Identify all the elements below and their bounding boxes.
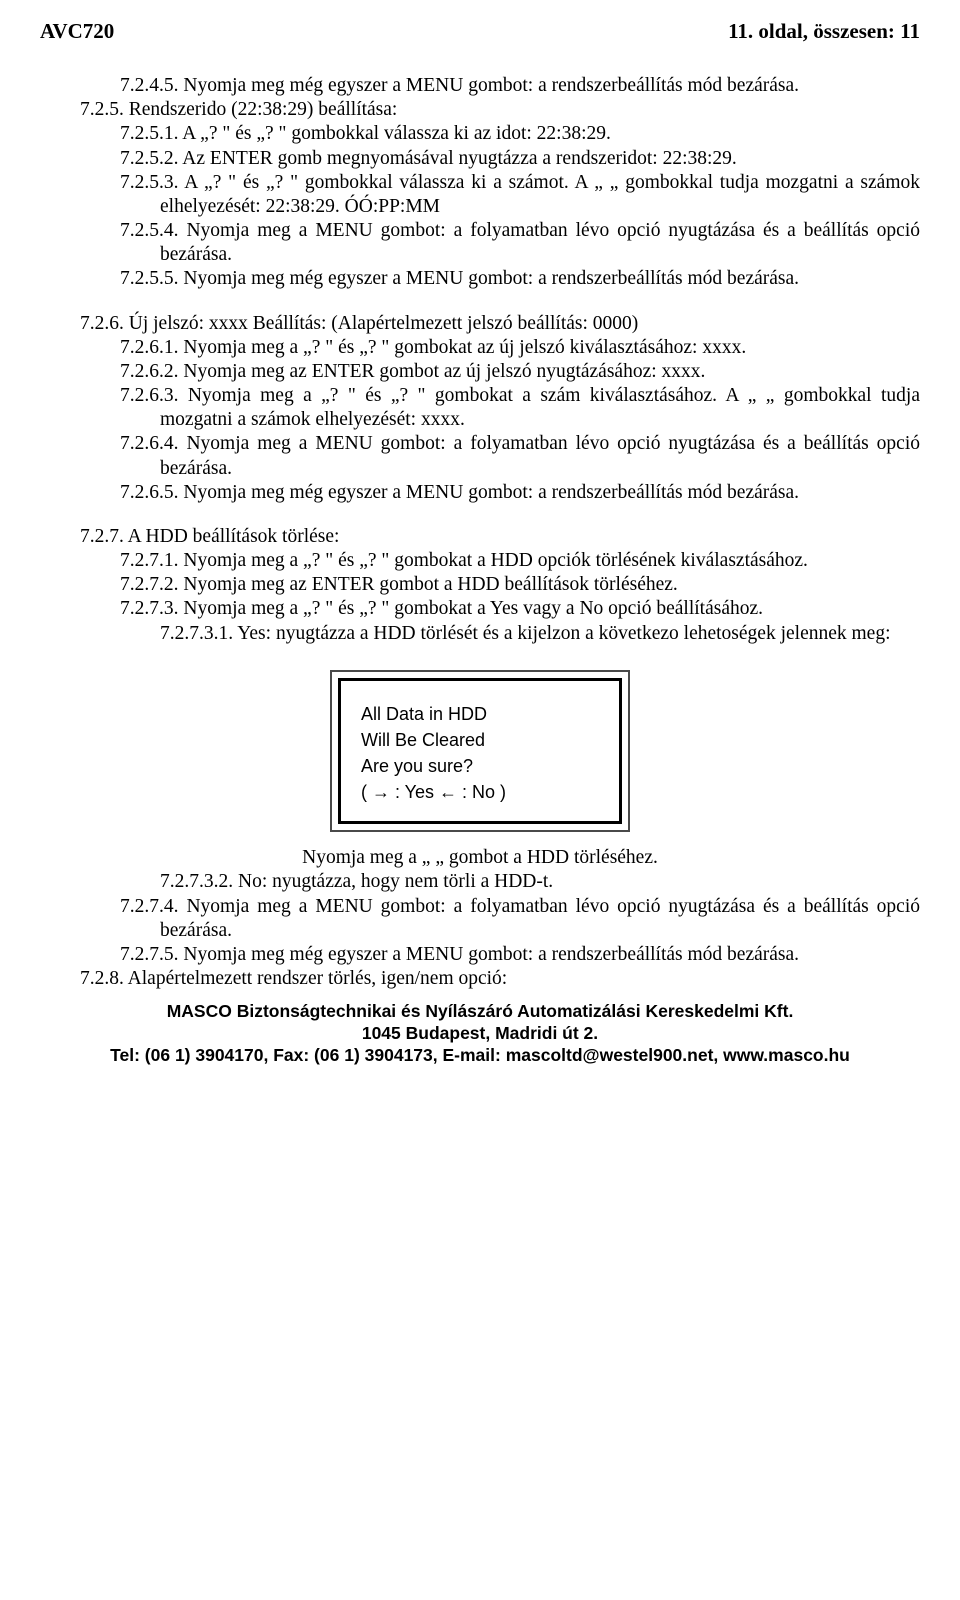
para-7263: 7.2.6.3. Nyomja meg a „? " és „? " gombo… xyxy=(40,384,920,432)
para-7254: 7.2.5.4. Nyomja meg a MENU gombot: a fol… xyxy=(40,219,920,267)
dialog-line-1: All Data in HDD xyxy=(361,701,607,727)
document-body: 7.2.4.5. Nyomja meg még egyszer a MENU g… xyxy=(40,74,920,991)
dialog-line-2: Will Be Cleared xyxy=(361,727,607,753)
para-725: 7.2.5. Rendszerido (22:38:29) beállítása… xyxy=(40,98,920,122)
para-728: 7.2.8. Alapértelmezett rendszer törlés, … xyxy=(40,967,920,991)
page-header: AVC720 11. oldal, összesen: 11 xyxy=(40,18,920,44)
para-72732: 7.2.7.3.2. No: nyugtázza, hogy nem törli… xyxy=(40,870,920,894)
para-7265: 7.2.6.5. Nyomja meg még egyszer a MENU g… xyxy=(40,481,920,505)
para-7253: 7.2.5.3. A „? " és „? " gombokkal válass… xyxy=(40,171,920,219)
para-72731: 7.2.7.3.1. Yes: nyugtázza a HDD törlését… xyxy=(40,622,920,646)
para-7274: 7.2.7.4. Nyomja meg a MENU gombot: a fol… xyxy=(40,895,920,943)
footer-line-1: MASCO Biztonságtechnikai és Nyílászáró A… xyxy=(40,1001,920,1023)
para-7272: 7.2.7.2. Nyomja meg az ENTER gombot a HD… xyxy=(40,573,920,597)
para-7271: 7.2.7.1. Nyomja meg a „? " és „? " gombo… xyxy=(40,549,920,573)
para-7261: 7.2.6.1. Nyomja meg a „? " és „? " gombo… xyxy=(40,336,920,360)
para-7251: 7.2.5.1. A „? " és „? " gombokkal válass… xyxy=(40,122,920,146)
para-7264: 7.2.6.4. Nyomja meg a MENU gombot: a fol… xyxy=(40,432,920,480)
para-7255: 7.2.5.5. Nyomja meg még egyszer a MENU g… xyxy=(40,267,920,291)
dialog-caption: Nyomja meg a „ „ gombot a HDD törléséhez… xyxy=(40,846,920,870)
footer-line-2: 1045 Budapest, Madridi út 2. xyxy=(40,1023,920,1045)
para-7262: 7.2.6.2. Nyomja meg az ENTER gombot az ú… xyxy=(40,360,920,384)
para-726: 7.2.6. Új jelszó: xxxx Beállítás: (Alapé… xyxy=(40,312,920,336)
para-7245: 7.2.4.5. Nyomja meg még egyszer a MENU g… xyxy=(40,74,920,98)
para-7275: 7.2.7.5. Nyomja meg még egyszer a MENU g… xyxy=(40,943,920,967)
para-7273: 7.2.7.3. Nyomja meg a „? " és „? " gombo… xyxy=(40,597,920,621)
hdd-clear-dialog: All Data in HDD Will Be Cleared Are you … xyxy=(330,670,630,832)
header-right: 11. oldal, összesen: 11 xyxy=(728,18,920,44)
footer-line-3: Tel: (06 1) 3904170, Fax: (06 1) 3904173… xyxy=(40,1045,920,1067)
dialog-line-4: ( → : Yes ← : No ) xyxy=(361,779,607,805)
para-727: 7.2.7. A HDD beállítások törlése: xyxy=(40,525,920,549)
header-left: AVC720 xyxy=(40,18,114,44)
para-7252: 7.2.5.2. Az ENTER gomb megnyomásával nyu… xyxy=(40,147,920,171)
dialog-line-3: Are you sure? xyxy=(361,753,607,779)
page-footer: MASCO Biztonságtechnikai és Nyílászáró A… xyxy=(40,1001,920,1066)
